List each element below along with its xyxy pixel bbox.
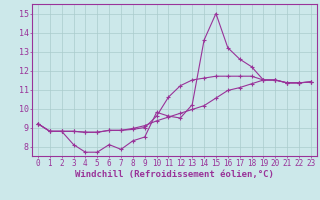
X-axis label: Windchill (Refroidissement éolien,°C): Windchill (Refroidissement éolien,°C) <box>75 170 274 179</box>
